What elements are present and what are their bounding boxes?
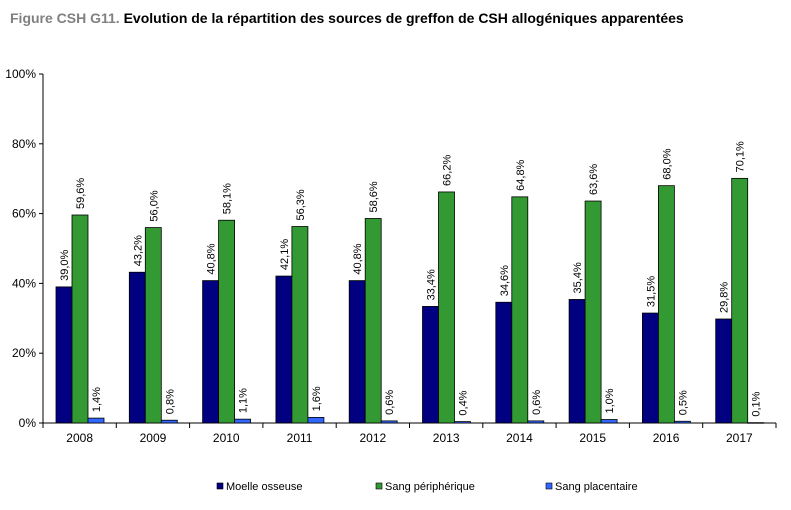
data-label: 1,1% <box>238 388 250 413</box>
data-label: 0,5% <box>677 390 689 415</box>
y-tick-label: 60% <box>12 207 36 221</box>
data-label: 34,6% <box>499 265 511 296</box>
data-label: 39,0% <box>59 249 71 280</box>
data-label: 33,4% <box>426 269 438 300</box>
bar <box>731 177 749 424</box>
y-tick-label: 100% <box>5 67 36 81</box>
x-tick-label: 2012 <box>359 431 386 445</box>
bar <box>527 420 545 424</box>
bar <box>380 420 398 424</box>
bar <box>422 306 439 424</box>
data-label: 68,0% <box>661 148 673 179</box>
bar <box>642 312 659 424</box>
bar <box>202 280 220 424</box>
x-tick-label: 2009 <box>140 431 167 445</box>
data-label: 0,1% <box>751 391 763 416</box>
data-label: 58,6% <box>368 181 380 212</box>
data-label: 35,4% <box>572 262 584 293</box>
data-label: 1,4% <box>91 387 103 412</box>
legend-swatch <box>216 482 224 490</box>
x-tick-label: 2011 <box>287 431 313 445</box>
bar <box>584 200 602 424</box>
bar <box>747 422 765 424</box>
x-tick-label: 2016 <box>653 431 680 445</box>
bar <box>144 227 162 424</box>
legend-swatch <box>375 482 383 490</box>
bar <box>600 419 618 424</box>
bar <box>658 185 675 424</box>
data-label: 0,8% <box>164 389 176 414</box>
x-tick-label: 2017 <box>726 431 753 445</box>
data-label: 1,6% <box>311 386 323 411</box>
bar <box>71 214 89 424</box>
chart-title: Figure CSH G11. Evolution de la répartit… <box>10 10 684 26</box>
legend-label: Moelle osseuse <box>226 481 302 493</box>
data-label: 58,1% <box>222 183 234 214</box>
x-tick-label: 2008 <box>66 431 93 445</box>
chart-title-prefix: Figure CSH G11. <box>10 10 120 26</box>
y-tick-label: 20% <box>12 346 36 360</box>
bar <box>495 301 513 424</box>
data-label: 70,1% <box>735 141 747 172</box>
data-label: 59,6% <box>75 178 87 209</box>
bar <box>160 419 178 424</box>
bar <box>438 191 455 424</box>
data-label: 42,1% <box>279 239 291 270</box>
data-label: 66,2% <box>442 155 454 186</box>
legend-label: Sang placentaire <box>555 481 638 493</box>
bar <box>348 280 366 424</box>
data-label: 63,6% <box>588 164 600 195</box>
x-tick-label: 2010 <box>213 431 240 445</box>
bar <box>218 219 236 424</box>
data-label: 56,0% <box>148 190 160 221</box>
bar <box>364 218 382 424</box>
bar <box>511 196 529 424</box>
bar <box>87 417 105 424</box>
data-label: 29,8% <box>719 282 731 313</box>
bar <box>128 271 146 424</box>
y-tick-label: 80% <box>12 137 36 151</box>
bar <box>307 417 325 424</box>
legend-label: Sang périphérique <box>385 481 475 493</box>
bar <box>55 286 73 424</box>
y-tick-label: 0% <box>19 416 37 430</box>
bar <box>275 275 293 424</box>
bar <box>715 318 733 424</box>
chart-title-text: Evolution de la répartition des sources … <box>119 10 684 26</box>
data-label: 1,0% <box>604 388 616 413</box>
data-label: 0,4% <box>458 390 470 415</box>
bar <box>674 420 691 424</box>
x-tick-label: 2013 <box>433 431 460 445</box>
x-tick-label: 2015 <box>579 431 606 445</box>
data-label: 40,8% <box>352 243 364 274</box>
y-tick-label: 40% <box>12 276 36 290</box>
bar <box>291 226 309 424</box>
bar <box>568 299 586 424</box>
bar <box>454 421 471 424</box>
data-label: 43,2% <box>132 235 144 266</box>
data-label: 0,6% <box>531 390 543 415</box>
data-label: 0,6% <box>384 390 396 415</box>
data-label: 64,8% <box>515 159 527 190</box>
data-label: 40,8% <box>206 243 218 274</box>
bar <box>234 418 252 424</box>
legend-swatch <box>545 482 553 490</box>
data-label: 31,5% <box>645 276 657 307</box>
data-label: 56,3% <box>295 189 307 220</box>
x-tick-label: 2014 <box>506 431 533 445</box>
